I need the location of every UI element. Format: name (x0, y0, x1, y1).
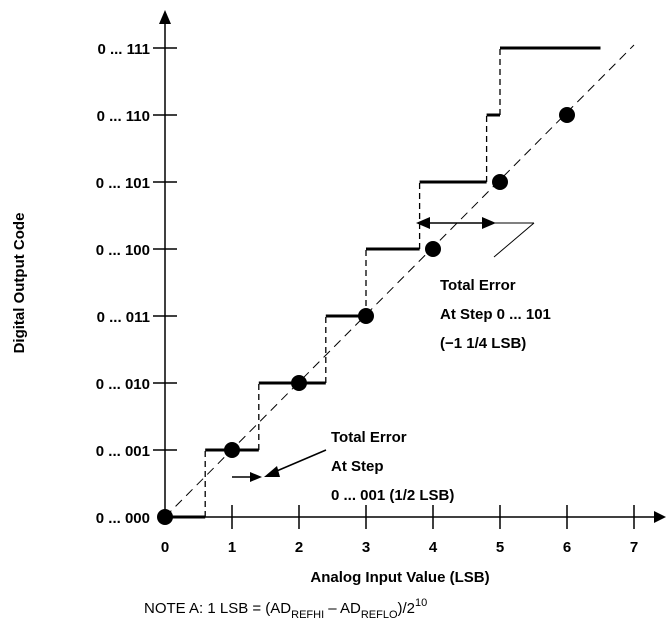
x-tick-label: 5 (496, 539, 504, 556)
note-prefix: NOTE A: 1 LSB = (AD (144, 600, 291, 617)
annotation-101-line3: (−1 1/4 LSB) (440, 335, 526, 352)
ideal-transfer-line (164, 44, 635, 518)
y-tick-label: 0 ... 010 (96, 376, 150, 393)
ideal-point (559, 107, 575, 123)
ideal-point (358, 308, 374, 324)
x-tick-label: 7 (630, 539, 638, 556)
y-tick-label: 0 ... 111 (97, 41, 150, 58)
annotation-001-line1: Total Error (331, 429, 407, 446)
ideal-point (224, 442, 240, 458)
error-arrow-001-icon (250, 472, 262, 482)
ideal-point (425, 241, 441, 257)
error-leader-arrow-icon (264, 466, 280, 477)
ideal-point (492, 174, 508, 190)
error-arrow-right-icon (482, 217, 496, 229)
annotation-001-line3: 0 ... 001 (1/2 LSB) (331, 487, 454, 504)
note-end: )/2 (398, 600, 416, 617)
y-tick-label: 0 ... 001 (96, 443, 150, 460)
ideal-points (157, 107, 575, 525)
y-axis-ticks: 0 ... 000 0 ... 001 0 ... 010 0 ... 011 0 ..… (96, 41, 177, 527)
step-risers (204, 48, 501, 517)
y-axis-arrow-icon (159, 10, 171, 24)
y-tick-label: 0 ... 100 (96, 242, 150, 259)
x-axis-ticks: 0 1 2 3 4 5 6 7 (161, 505, 638, 556)
error-leader-line-101 (493, 222, 535, 258)
note-sub-reflo: REFLO (361, 609, 398, 621)
lsb-note: NOTE A: 1 LSB = (ADREFHI – ADREFLO)/210 (144, 597, 427, 621)
note-sup: 10 (415, 597, 427, 609)
annotation-101-line2: At Step 0 ... 101 (440, 306, 551, 323)
x-tick-label: 4 (429, 539, 438, 556)
error-leader-line-001 (271, 449, 327, 474)
x-axis-title: Analog Input Value (LSB) (310, 569, 489, 586)
x-tick-label: 3 (362, 539, 370, 556)
y-tick-label: 0 ... 101 (96, 175, 150, 192)
error-arrow-left-icon (416, 217, 430, 229)
ideal-point (291, 375, 307, 391)
annotation-101-line1: Total Error (440, 277, 516, 294)
x-tick-label: 0 (161, 539, 169, 556)
x-tick-label: 2 (295, 539, 303, 556)
y-tick-label: 0 ... 011 (97, 309, 150, 326)
y-tick-label: 0 ... 000 (96, 510, 150, 527)
y-tick-label: 0 ... 110 (97, 108, 150, 125)
note-sub-refhi: REFHI (291, 609, 324, 621)
note-mid: – AD (324, 600, 361, 617)
annotation-001-line2: At Step (331, 458, 384, 475)
ideal-point (157, 509, 173, 525)
x-tick-label: 1 (228, 539, 236, 556)
x-axis-arrow-icon (654, 511, 666, 523)
y-axis-title: Digital Output Code (11, 213, 28, 354)
x-tick-label: 6 (563, 539, 571, 556)
